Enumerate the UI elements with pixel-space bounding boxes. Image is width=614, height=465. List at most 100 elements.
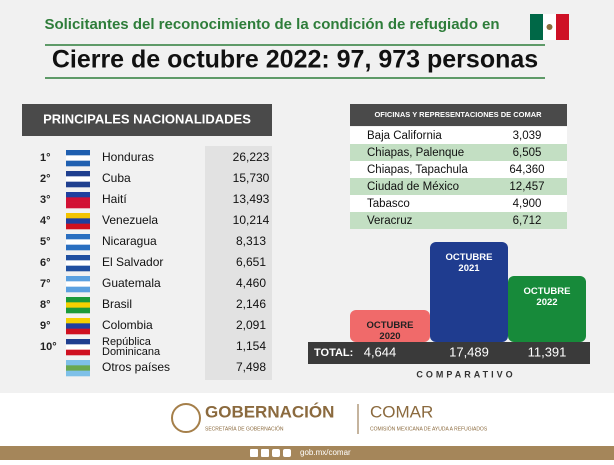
flag <box>66 155 90 161</box>
office: Chiapas, Tapachula <box>367 164 468 176</box>
office-row <box>350 161 567 178</box>
left-sub: SECRETARÍA DE GOBERNACIÓN <box>205 425 284 432</box>
rank: 6° <box>40 257 51 269</box>
country: Otros países <box>102 360 170 374</box>
count: 26,223 <box>233 150 270 164</box>
total-bar <box>308 342 590 364</box>
flag <box>66 239 90 245</box>
rank: 10° <box>40 341 57 353</box>
country-line: Dominicana <box>102 346 161 358</box>
rank: 1° <box>40 152 51 164</box>
flag <box>66 260 90 266</box>
bar-label-line: OCTUBRE <box>446 252 493 263</box>
flag <box>66 244 90 251</box>
country: Guatemala <box>102 276 161 290</box>
flag <box>66 276 90 282</box>
flag <box>66 370 90 377</box>
bar-total: 17,489 <box>449 344 489 359</box>
title: Solicitantes del reconocimiento de la co… <box>44 16 499 33</box>
flag <box>66 218 90 224</box>
nat-header <box>22 104 272 136</box>
bottom-strip <box>0 446 614 460</box>
flag <box>66 197 90 203</box>
flag <box>66 171 90 177</box>
office-count: 12,457 <box>509 181 544 193</box>
flag <box>66 318 90 324</box>
bar-total: 11,391 <box>528 344 567 359</box>
country: Haití <box>102 192 127 206</box>
office-header <box>350 104 567 126</box>
bar-label-line: OCTUBRE <box>524 286 571 297</box>
country: Honduras <box>102 150 154 164</box>
rank: 7° <box>40 278 51 290</box>
office: Ciudad de México <box>367 181 459 193</box>
country-line: República <box>102 336 152 348</box>
count: 1,154 <box>236 339 266 353</box>
country: Nicaragua <box>102 234 157 248</box>
flag <box>66 344 90 350</box>
office-row <box>350 212 567 229</box>
caption: COMPARATIVO <box>416 369 515 379</box>
value-column <box>205 146 272 380</box>
country: Cuba <box>102 171 131 185</box>
flag <box>66 328 90 335</box>
count: 4,460 <box>236 276 266 290</box>
rank: 9° <box>40 320 51 332</box>
flag <box>66 360 90 366</box>
count: 2,146 <box>236 297 266 311</box>
flag <box>66 365 90 371</box>
flag <box>66 181 90 188</box>
office-title: OFICINAS Y REPRESENTACIONES DE COMAR <box>374 110 542 119</box>
flag <box>66 176 90 182</box>
office-row <box>350 195 567 212</box>
office-count: 6,505 <box>513 147 542 159</box>
office: Veracruz <box>367 215 413 227</box>
bar-label-line: 2022 <box>536 297 557 308</box>
count: 7,498 <box>236 360 266 374</box>
flag <box>66 255 90 261</box>
office-count: 4,900 <box>513 198 542 210</box>
footer <box>0 393 614 446</box>
mexico-flag <box>530 14 569 40</box>
left-logo: GOBERNACIÓN <box>205 402 334 421</box>
rank: 8° <box>40 299 51 311</box>
link[interactable]: gob.mx/comar <box>300 448 351 457</box>
flag <box>66 297 90 303</box>
office-row <box>350 127 567 144</box>
office-row <box>350 144 567 161</box>
flag <box>66 307 90 314</box>
country: Brasil <box>102 297 132 311</box>
country: El Salvador <box>102 255 163 269</box>
office-row <box>350 178 567 195</box>
bar-label: OCTUBRE 2020 <box>367 320 414 342</box>
country: República Dominicana <box>102 336 161 358</box>
flag <box>66 265 90 272</box>
subtitle: Cierre de octubre 2022: 97, 973 personas <box>52 46 538 74</box>
office: Chiapas, Palenque <box>367 147 464 159</box>
office: Baja California <box>367 130 442 142</box>
social-icons <box>250 449 291 457</box>
office-count: 64,360 <box>509 164 544 176</box>
flag <box>66 339 90 345</box>
rank: 5° <box>40 236 51 248</box>
flag <box>66 302 90 308</box>
right-logo: COMAR <box>370 402 433 421</box>
office-count: 3,039 <box>513 130 542 142</box>
count: 15,730 <box>233 171 270 185</box>
country: Venezuela <box>102 213 158 227</box>
flag <box>66 223 90 230</box>
bar <box>430 242 508 342</box>
flag <box>66 281 90 287</box>
bar-label-line: 2021 <box>458 263 480 274</box>
bar-label-line: OCTUBRE <box>367 320 414 331</box>
count: 6,651 <box>236 255 266 269</box>
bar-total: 4,644 <box>364 344 397 359</box>
flag <box>66 213 90 219</box>
total-label: TOTAL: <box>314 347 353 359</box>
bar-label: OCTUBRE 2021 <box>446 252 493 274</box>
flag <box>66 323 90 329</box>
flag <box>66 160 90 167</box>
bar <box>350 310 430 342</box>
count: 8,313 <box>236 234 266 248</box>
